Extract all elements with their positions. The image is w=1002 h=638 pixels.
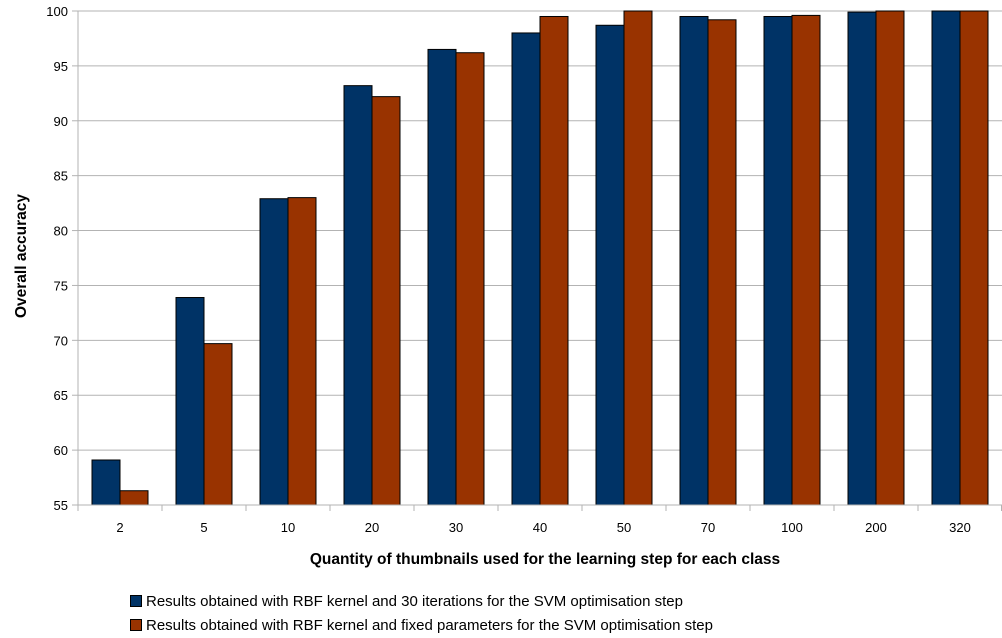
x-tick-label: 50 xyxy=(617,520,631,535)
bar-series-1-30 xyxy=(427,48,457,506)
y-tick-label: 60 xyxy=(54,443,68,458)
x-tick-label: 10 xyxy=(281,520,295,535)
y-tick-label: 100 xyxy=(46,4,68,19)
bars-group xyxy=(91,10,989,506)
bar-series-2-40 xyxy=(539,15,569,506)
bar-series-2-2 xyxy=(119,490,149,506)
legend-label-series-2: Results obtained with RBF kernel and fix… xyxy=(146,616,713,634)
legend-swatch-series-1 xyxy=(130,595,142,607)
x-tick-label: 40 xyxy=(533,520,547,535)
legend-item-series-2: Results obtained with RBF kernel and fix… xyxy=(130,613,713,637)
legend-label-series-1: Results obtained with RBF kernel and 30 … xyxy=(146,592,683,610)
bar-series-1-200 xyxy=(847,11,877,506)
x-tick-label: 20 xyxy=(365,520,379,535)
bar-series-2-20 xyxy=(371,96,401,506)
legend-swatch-series-2 xyxy=(130,619,142,631)
bar-series-1-10 xyxy=(259,198,289,506)
axes xyxy=(72,10,1002,511)
bar-series-1-2 xyxy=(91,459,121,506)
y-axis-title: Overall accuracy xyxy=(13,194,30,318)
y-tick-label: 85 xyxy=(54,169,68,184)
y-tick-label: 75 xyxy=(54,278,68,293)
x-tick-label: 5 xyxy=(200,520,207,535)
legend: Results obtained with RBF kernel and 30 … xyxy=(130,589,713,637)
x-tick-label: 70 xyxy=(701,520,715,535)
bar-series-1-40 xyxy=(511,32,541,506)
x-tick-label: 2 xyxy=(116,520,123,535)
x-axis-title: Quantity of thumbnails used for the lear… xyxy=(310,551,780,568)
bar-series-1-70 xyxy=(679,15,709,506)
bar-series-2-5 xyxy=(203,343,233,506)
y-tick-label: 65 xyxy=(54,388,68,403)
x-tick-labels: 2 5 10 20 30 40 50 70 100 200 320 xyxy=(116,520,970,535)
x-tick-label: 100 xyxy=(781,520,803,535)
x-tick-label: 320 xyxy=(949,520,971,535)
y-tick-labels: 55 60 65 70 75 80 85 90 95 100 xyxy=(46,4,68,513)
bar-series-2-50 xyxy=(623,10,653,506)
bar-series-1-50 xyxy=(595,24,625,506)
bar-series-1-100 xyxy=(763,15,793,506)
bar-series-1-20 xyxy=(343,85,373,506)
bar-series-2-320 xyxy=(959,10,989,506)
x-tick-label: 30 xyxy=(449,520,463,535)
bar-series-2-10 xyxy=(287,197,317,506)
y-tick-label: 90 xyxy=(54,114,68,129)
x-tick-label: 200 xyxy=(865,520,887,535)
y-tick-label: 55 xyxy=(54,498,68,513)
legend-item-series-1: Results obtained with RBF kernel and 30 … xyxy=(130,589,713,613)
bar-series-2-70 xyxy=(707,19,737,506)
bar-series-1-320 xyxy=(931,10,961,506)
y-tick-label: 80 xyxy=(54,224,68,239)
bar-series-2-30 xyxy=(455,52,485,506)
y-tick-label: 70 xyxy=(54,333,68,348)
bar-series-2-200 xyxy=(875,10,905,506)
bar-series-2-100 xyxy=(791,14,821,506)
bar-series-1-5 xyxy=(175,297,205,506)
y-tick-label: 95 xyxy=(54,59,68,74)
